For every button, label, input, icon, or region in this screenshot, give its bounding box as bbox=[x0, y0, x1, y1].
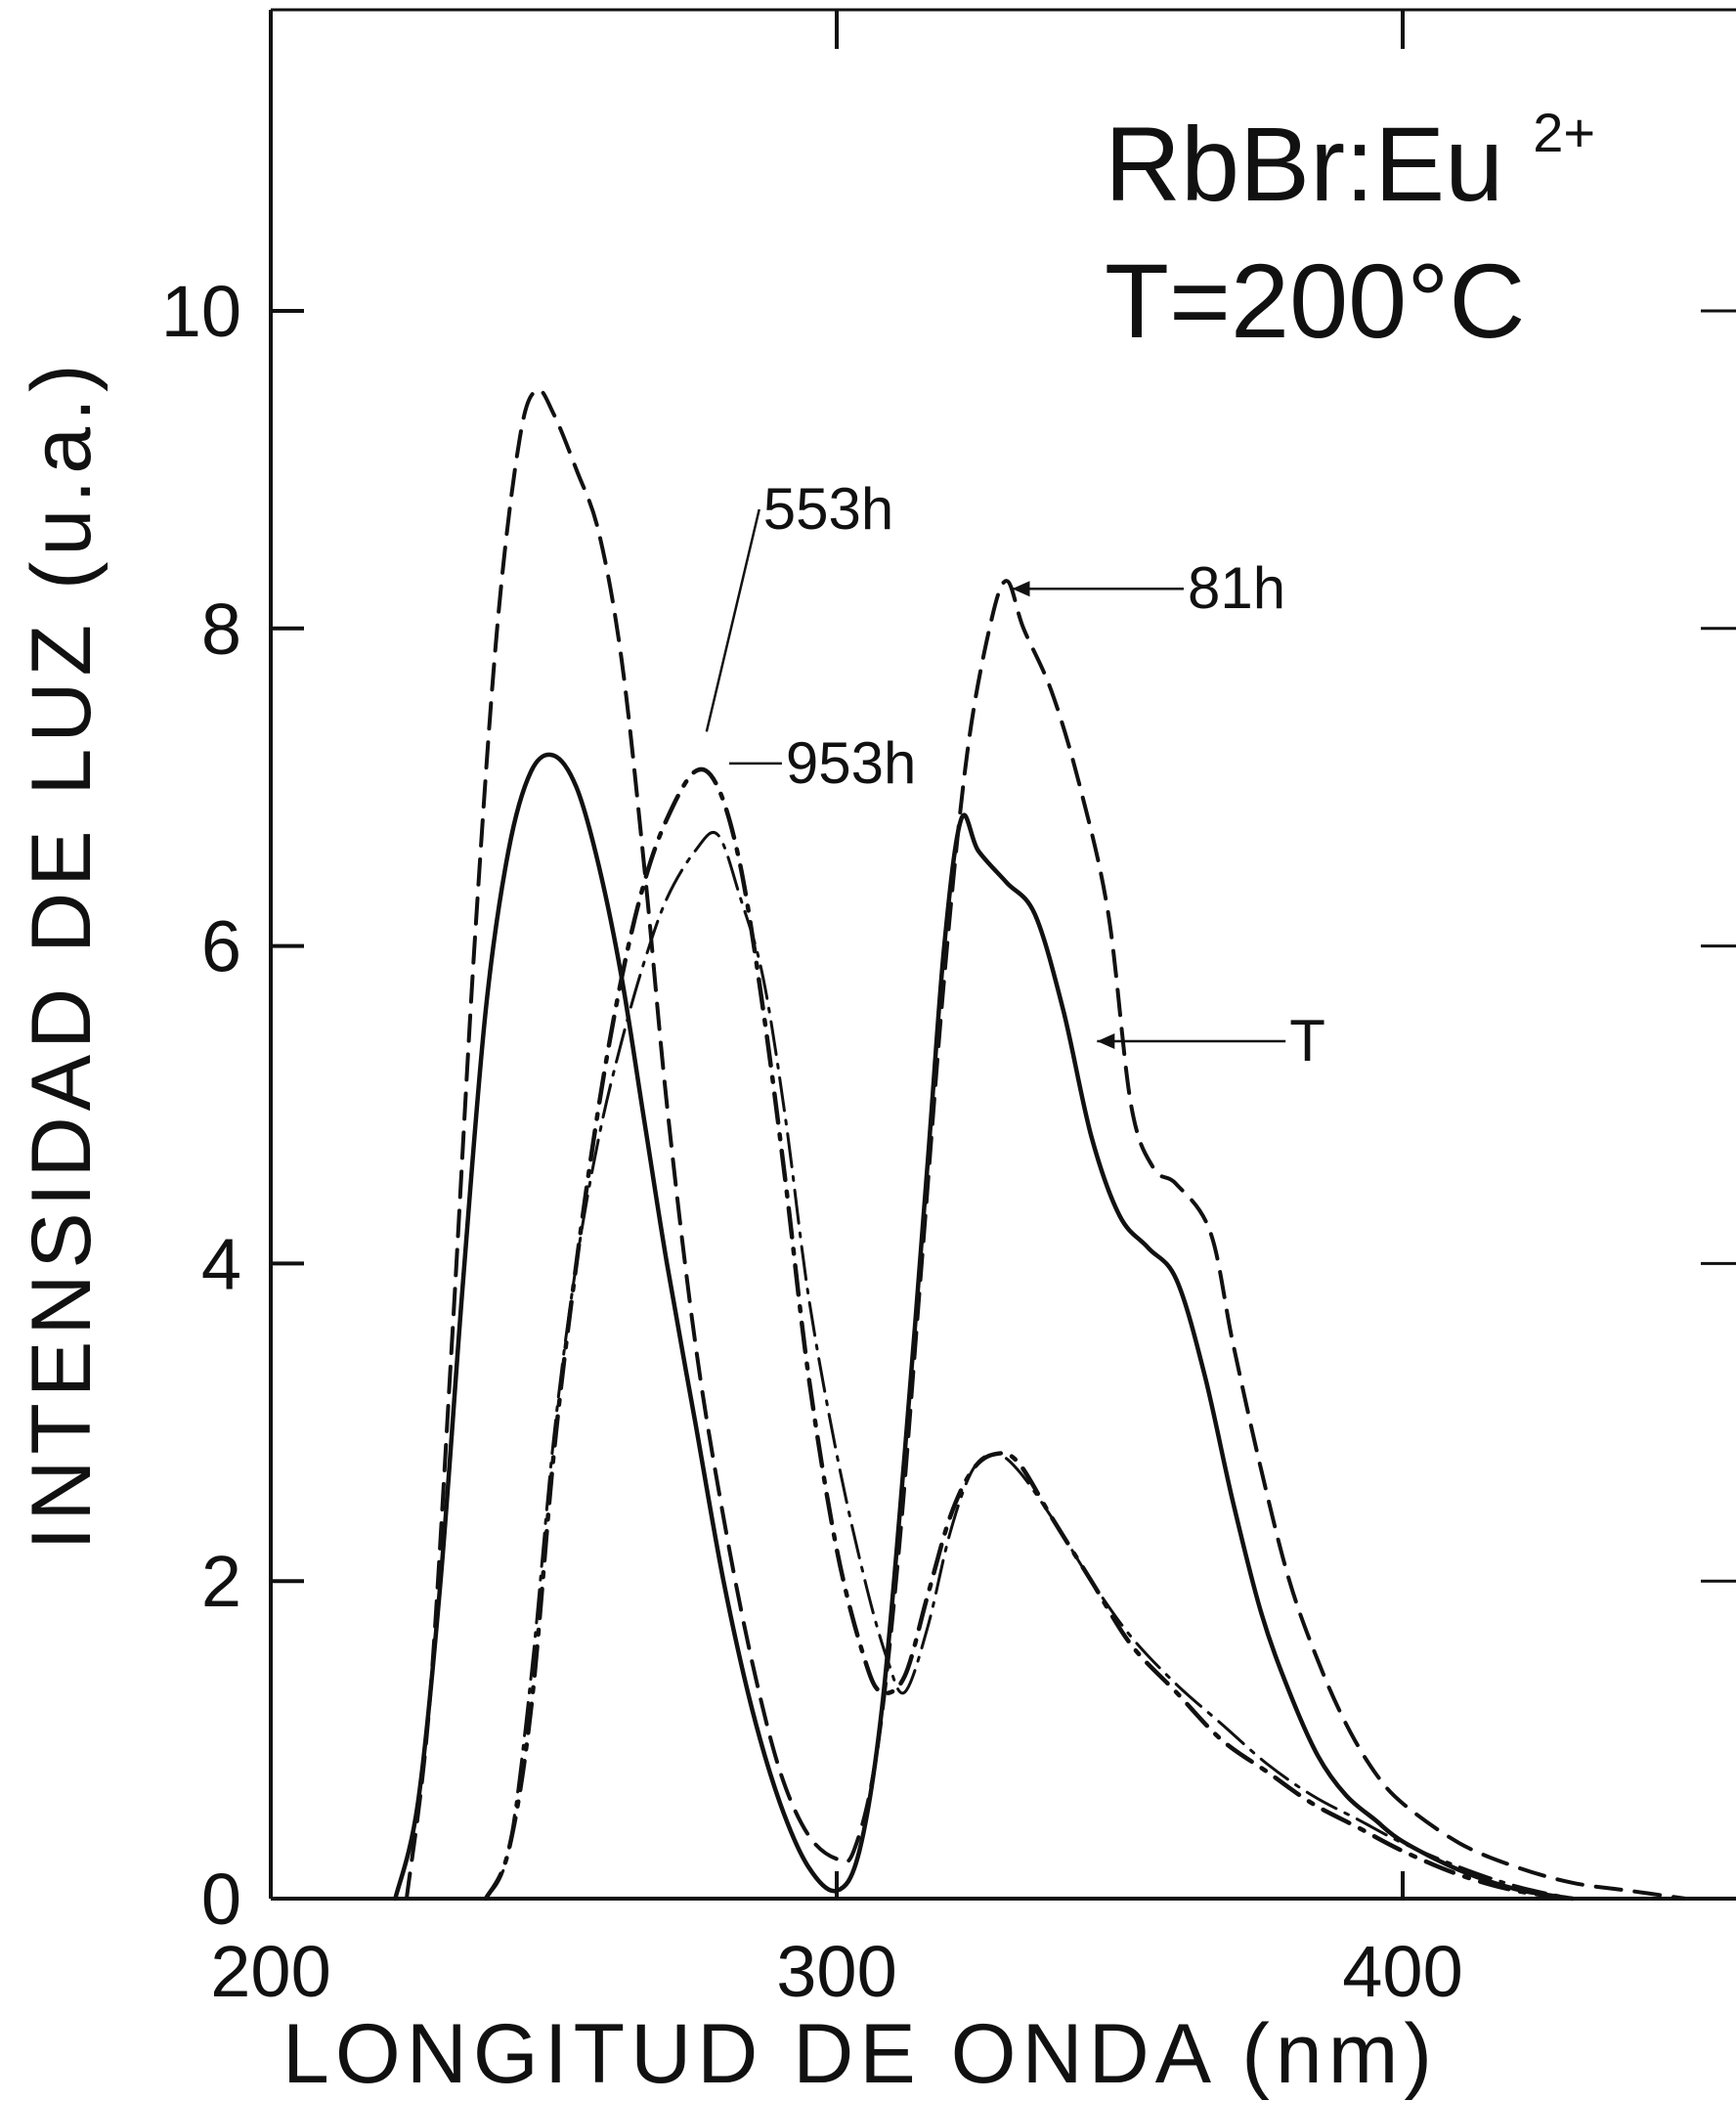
annotation-label-953h: 953h bbox=[786, 730, 916, 796]
y-tick-label-10: 10 bbox=[161, 271, 241, 352]
tick-marks bbox=[269, 10, 1736, 1901]
y-tick-label-6: 6 bbox=[201, 906, 241, 987]
annotation-label-553h: 553h bbox=[763, 476, 893, 542]
series-line-553h bbox=[483, 766, 1575, 1902]
x-tick-label-400: 400 bbox=[1342, 1931, 1462, 2012]
y-tick-label-0: 0 bbox=[201, 1859, 241, 1940]
annotation-label-81h: 81h bbox=[1188, 555, 1285, 621]
series-line-953h bbox=[484, 831, 1575, 1901]
series-group bbox=[393, 387, 1688, 1902]
y-axis-label: INTENSIDAD DE LUZ (u.a.) bbox=[15, 358, 108, 1550]
y-tick-label-4: 4 bbox=[201, 1223, 241, 1304]
y-tick-label-8: 8 bbox=[201, 589, 241, 670]
inset-temperature: T=200°C bbox=[1105, 241, 1525, 360]
x-tick-label-200: 200 bbox=[210, 1931, 330, 2012]
annotation-label-T: T bbox=[1289, 1008, 1325, 1073]
inset-compound: RbBr:Eu 2+ bbox=[1105, 102, 1595, 223]
annotation-arrowhead-81h bbox=[1012, 581, 1030, 597]
y-tick-label-2: 2 bbox=[201, 1541, 241, 1622]
inset-compound-base: RbBr:Eu bbox=[1105, 105, 1503, 223]
inset-compound-superscript: 2+ bbox=[1533, 102, 1595, 163]
annotation-arrowhead-T bbox=[1097, 1033, 1115, 1050]
annotation-leader-553h bbox=[705, 508, 760, 732]
series-line-81h bbox=[405, 387, 1688, 1901]
x-tick-label-300: 300 bbox=[776, 1931, 896, 2012]
annotation-group: 553h 953h 81h T bbox=[705, 476, 1325, 1073]
series-line-T bbox=[393, 752, 1575, 1902]
tick-labels: 200 300 400 0 2 4 6 8 10 bbox=[161, 271, 1463, 2012]
x-axis-label: LONGITUD DE ONDA (nm) bbox=[282, 2007, 1438, 2101]
